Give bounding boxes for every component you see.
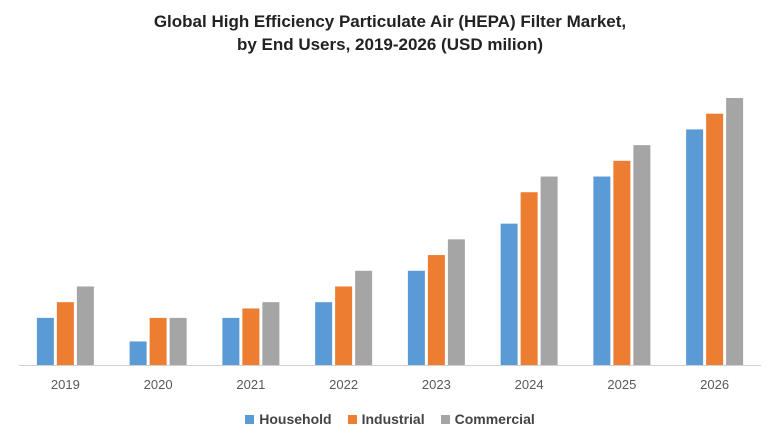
- bar-household-2026: [686, 129, 704, 365]
- bar-household-2024: [500, 223, 518, 365]
- bar-industrial-2021: [242, 308, 260, 365]
- legend-swatch-industrial: [347, 414, 357, 424]
- legend-label-industrial: Industrial: [361, 411, 425, 427]
- bar-commercial-2022: [355, 270, 373, 365]
- bar-commercial-2026: [726, 98, 744, 365]
- legend-item-household: Household: [245, 411, 332, 427]
- x-tick-label-2021: 2021: [236, 377, 265, 392]
- chart-title: Global High Efficiency Particulate Air (…: [0, 10, 780, 56]
- bar-household-2025: [593, 176, 611, 365]
- bar-industrial-2019: [56, 302, 74, 365]
- legend: Household Industrial Commercial: [0, 411, 780, 427]
- x-tick-label-2025: 2025: [607, 377, 636, 392]
- bar-industrial-2026: [706, 113, 724, 366]
- bar-household-2022: [315, 302, 333, 365]
- legend-swatch-household: [245, 414, 255, 424]
- bar-commercial-2023: [447, 239, 465, 365]
- bar-industrial-2024: [520, 192, 538, 365]
- x-tick-label-2026: 2026: [700, 377, 729, 392]
- bar-industrial-2023: [427, 255, 445, 365]
- x-tick-label-2020: 2020: [144, 377, 173, 392]
- bar-commercial-2025: [633, 145, 651, 365]
- x-tick-label-2019: 2019: [51, 377, 80, 392]
- legend-item-industrial: Industrial: [347, 411, 425, 427]
- bar-commercial-2020: [169, 317, 187, 365]
- bar-industrial-2020: [149, 317, 167, 365]
- bar-household-2019: [36, 317, 54, 365]
- legend-swatch-commercial: [440, 414, 450, 424]
- bar-commercial-2024: [540, 176, 558, 365]
- bar-commercial-2021: [262, 302, 280, 365]
- bar-industrial-2025: [613, 160, 631, 365]
- bar-industrial-2022: [335, 286, 353, 365]
- x-tick-label-2023: 2023: [422, 377, 451, 392]
- x-tick-label-2024: 2024: [515, 377, 544, 392]
- legend-label-commercial: Commercial: [454, 411, 535, 427]
- legend-item-commercial: Commercial: [440, 411, 535, 427]
- x-tick-label-2022: 2022: [329, 377, 358, 392]
- bar-commercial-2019: [76, 286, 94, 365]
- legend-label-household: Household: [259, 411, 332, 427]
- bar-household-2020: [129, 341, 147, 365]
- chart-title-line-2: by End Users, 2019-2026 (USD milion): [236, 35, 544, 54]
- chart-title-line-1: Global High Efficiency Particulate Air (…: [153, 12, 627, 31]
- bar-household-2021: [222, 317, 240, 365]
- bar-household-2023: [407, 270, 425, 365]
